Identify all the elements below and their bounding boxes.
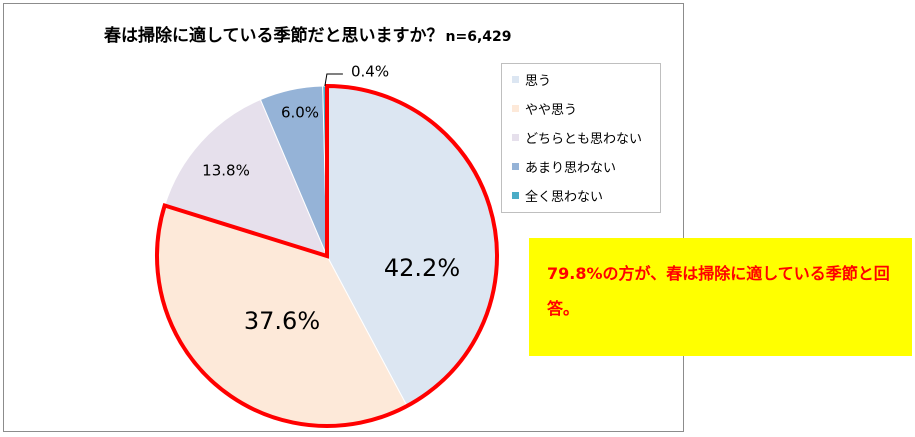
slice-data-label: 13.8%	[202, 162, 250, 180]
legend-swatch	[512, 75, 519, 83]
legend-label: あまり思わない	[525, 160, 617, 176]
legend-label: やや思う	[525, 102, 578, 118]
chart-area: 春は掃除に適している季節だと思いますか？ n=6,429 42.2% 37.6% 13…	[3, 3, 684, 432]
slice-data-label: 6.0%	[281, 104, 319, 122]
callout-text: 79.8%の方が、春は掃除に適している季節と回答。	[547, 264, 890, 318]
legend-label: どちらとも思わない	[525, 131, 643, 147]
legend-item: 全く思わない	[512, 185, 603, 205]
slice-data-label: 37.6%	[244, 307, 320, 335]
legend-item: あまり思わない	[512, 156, 616, 176]
chart-title: 春は掃除に適している季節だと思いますか？	[104, 26, 444, 46]
highlight-outline	[155, 83, 499, 428]
legend-swatch	[512, 104, 519, 112]
chart-legend: 思う やや思う どちらとも思わない あまり思わない 全く思わない	[501, 63, 661, 213]
chart-title-row: 春は掃除に適している季節だと思いますか？ n=6,429	[104, 21, 511, 46]
slice-data-label: 42.2%	[384, 254, 460, 282]
legend-swatch	[512, 162, 519, 170]
pie-chart: 42.2% 37.6% 13.8% 6.0% 0.4%	[155, 63, 499, 428]
label-leader-line	[324, 73, 343, 87]
legend-item: 思う	[512, 69, 551, 89]
legend-swatch	[512, 133, 519, 141]
sample-size-label: n=6,429	[445, 29, 512, 45]
legend-item: どちらとも思わない	[512, 127, 642, 147]
legend-swatch	[512, 191, 519, 199]
slice-data-label: 0.4%	[351, 63, 389, 81]
legend-label: 全く思わない	[525, 189, 604, 205]
legend-label: 思う	[525, 73, 552, 89]
callout-box: 79.8%の方が、春は掃除に適している季節と回答。	[529, 238, 912, 356]
legend-item: やや思う	[512, 98, 577, 118]
